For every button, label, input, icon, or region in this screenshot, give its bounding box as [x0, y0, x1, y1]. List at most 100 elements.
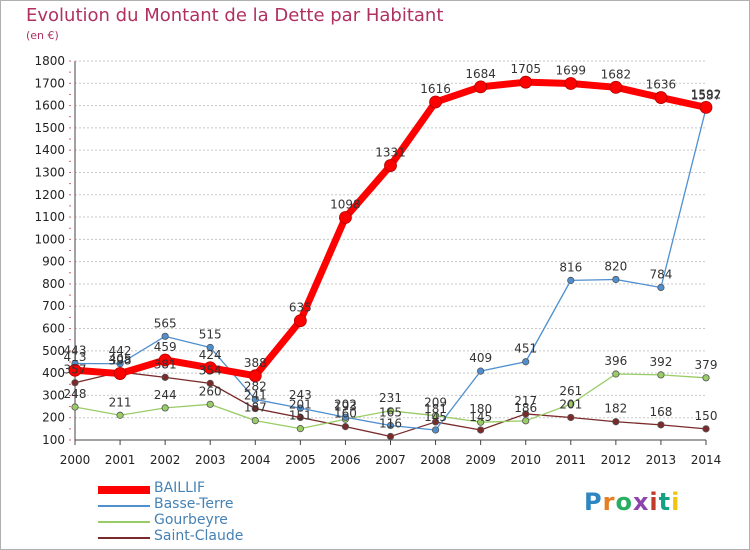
y-tick-label: 900	[42, 255, 65, 269]
data-label: 392	[649, 355, 672, 369]
data-label: 160	[334, 407, 357, 421]
series-line-baillif	[71, 78, 710, 380]
data-point	[251, 395, 259, 404]
data-point	[68, 363, 82, 377]
data-label: 116	[379, 416, 402, 430]
data-point	[386, 407, 395, 415]
data-point	[612, 275, 620, 284]
data-point	[293, 314, 307, 328]
data-label: 381	[154, 357, 177, 371]
data-label: 244	[154, 388, 177, 402]
legend-swatch	[98, 505, 150, 507]
data-point	[113, 367, 127, 380]
data-label: 1616	[420, 82, 451, 96]
data-label: 357	[64, 363, 87, 377]
x-tick-label: 2003	[195, 453, 226, 467]
data-label: 211	[109, 395, 132, 409]
data-label: 186	[514, 401, 537, 415]
y-tick-label: 800	[42, 277, 65, 291]
y-tick-label: 1000	[34, 232, 65, 246]
x-tick-label: 2008	[420, 453, 451, 467]
y-tick-label: 1700	[34, 76, 65, 90]
data-label: 1098	[330, 198, 361, 212]
y-tick-label: 100	[42, 433, 65, 447]
data-label: 409	[469, 351, 492, 365]
data-point	[386, 432, 395, 441]
data-point	[341, 423, 350, 431]
data-label: 150	[695, 409, 718, 423]
legend-swatch	[98, 486, 150, 494]
legend-swatch	[98, 537, 150, 539]
data-point	[612, 418, 620, 426]
proxiti-logo: Proxiti	[584, 488, 681, 516]
data-label: 248	[64, 387, 87, 401]
data-point	[203, 361, 217, 375]
x-tick-label: 2010	[510, 453, 541, 467]
data-label: 451	[514, 342, 537, 356]
data-label: 1592	[691, 87, 722, 101]
data-label: 396	[604, 354, 627, 368]
data-label: 193	[334, 399, 357, 413]
data-label: 151	[289, 409, 312, 423]
data-point	[702, 425, 710, 433]
data-point	[609, 80, 623, 94]
data-point	[654, 91, 668, 104]
data-label: 635	[289, 301, 312, 315]
data-point	[522, 358, 530, 366]
data-point	[612, 370, 620, 378]
data-label: 260	[199, 384, 222, 398]
data-point	[248, 369, 262, 383]
data-point	[429, 95, 442, 109]
data-point	[116, 411, 124, 419]
data-label: 1705	[510, 62, 541, 76]
y-tick-label: 500	[42, 344, 65, 358]
legend-swatch	[98, 521, 150, 523]
data-label: 424	[199, 348, 222, 362]
x-tick-label: 2009	[465, 453, 496, 467]
data-label: 1587	[691, 88, 722, 102]
legend-label: Gourbeyre	[154, 512, 228, 528]
y-tick-label: 1800	[34, 54, 65, 68]
data-label: 201	[559, 397, 582, 411]
data-point	[251, 404, 259, 413]
data-label: 816	[559, 260, 582, 274]
data-point	[519, 75, 533, 89]
data-label: 405	[109, 352, 132, 366]
data-label: 820	[604, 259, 627, 273]
data-label: 443	[64, 344, 87, 358]
legend-label: Saint-Claude	[154, 528, 244, 544]
x-tick-label: 2014	[691, 453, 722, 467]
y-tick-label: 1600	[34, 99, 65, 113]
data-label: 145	[469, 410, 492, 424]
chart-subtitle: (en €)	[26, 29, 59, 42]
data-point	[657, 283, 665, 292]
data-point	[116, 360, 124, 368]
x-tick-label: 2005	[285, 453, 316, 467]
data-label: 201	[289, 397, 312, 411]
x-tick-label: 2001	[105, 453, 136, 467]
data-point	[567, 276, 575, 284]
data-point	[477, 418, 485, 426]
data-point	[206, 379, 214, 387]
data-point	[564, 77, 578, 90]
chart-title: Evolution du Montant de la Dette par Hab…	[26, 5, 444, 26]
data-label: 181	[424, 402, 447, 416]
data-point	[657, 371, 665, 379]
x-tick-label: 2011	[556, 453, 587, 467]
data-point	[341, 413, 350, 421]
data-point	[71, 403, 79, 411]
data-label: 1636	[646, 78, 677, 92]
data-label: 398	[109, 354, 132, 368]
data-point	[657, 421, 665, 429]
y-tick-label: 1400	[34, 143, 65, 157]
data-label: 180	[469, 402, 492, 416]
data-label: 1684	[465, 67, 496, 81]
data-label: 231	[379, 391, 402, 405]
data-label: 202	[334, 397, 357, 411]
data-point	[206, 400, 214, 408]
x-tick-label: 2013	[646, 453, 677, 467]
data-point	[158, 353, 172, 367]
data-label: 413	[64, 350, 87, 364]
data-label: 565	[154, 316, 177, 330]
